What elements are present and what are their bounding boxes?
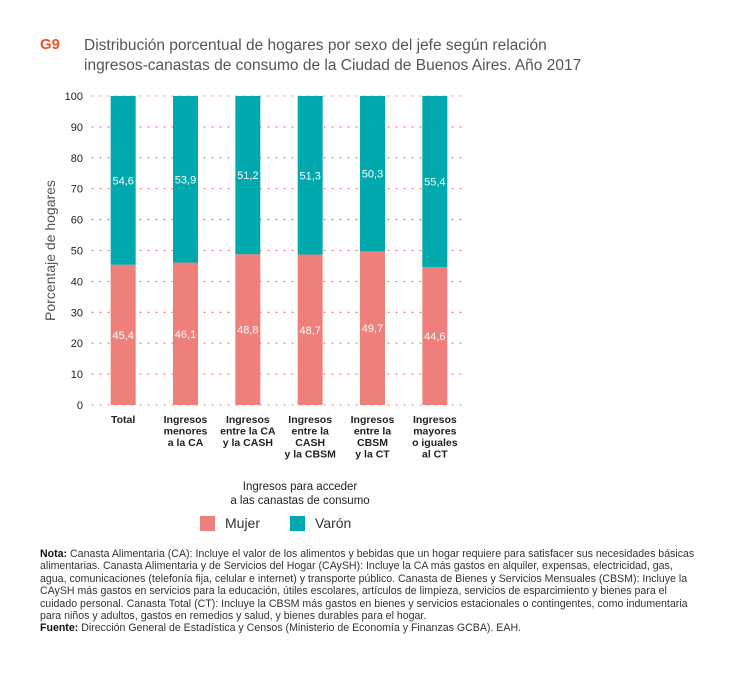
legend: Mujer Varón [200, 512, 351, 534]
bar-segment [360, 96, 385, 252]
bar-segment [235, 254, 261, 405]
x-tick-label: mayores [413, 426, 456, 438]
data-label: 49,7 [362, 323, 383, 335]
x-tick-label: entre la CA [220, 426, 276, 438]
x-tick-label: menores [164, 426, 208, 438]
data-label: 55,4 [424, 177, 445, 189]
data-label: 51,3 [299, 170, 320, 182]
x-tick-label: CBSM [357, 437, 388, 449]
data-label: 51,2 [237, 170, 258, 182]
data-label: 54,6 [112, 175, 133, 187]
legend-item-mujer: Mujer [200, 515, 260, 531]
nota: Nota: Canasta Alimentaria (CA): Incluye … [40, 548, 700, 622]
data-label: 46,1 [175, 329, 196, 341]
fuente-label: Fuente: [40, 622, 79, 635]
x-tick-label: entre la [354, 426, 392, 438]
y-tick-label: 0 [77, 400, 83, 412]
chart-title: Distribución porcentual de hogares por s… [84, 36, 724, 76]
x-axis-title-line-2: a las canastas de consumo [230, 495, 370, 507]
x-tick-label: Total [111, 414, 135, 426]
y-tick-label: 60 [71, 215, 83, 227]
y-tick-label: 80 [71, 153, 83, 165]
x-tick-label: Ingresos [164, 414, 208, 426]
x-tick-label: y la CBSM [284, 449, 336, 461]
x-tick-label: entre la [291, 426, 329, 438]
bar-segment [173, 262, 198, 405]
bar-segment [235, 96, 261, 255]
x-tick-label: y la CT [355, 449, 390, 461]
data-label: 44,6 [424, 331, 445, 343]
nota-label: Nota: [40, 548, 68, 560]
legend-swatch-varon [290, 515, 306, 531]
legend-swatch-mujer [200, 515, 215, 531]
x-tick-label: a la CA [168, 437, 204, 449]
y-tick-label: 100 [65, 91, 83, 103]
y-tick-label: 50 [71, 246, 83, 258]
y-axis-title: Porcentaje de hogares [42, 180, 58, 321]
x-axis-title: Ingresos para acceder a las canastas de … [150, 480, 450, 508]
y-tick-label: 20 [71, 338, 83, 350]
bar-segment [297, 254, 323, 405]
bar-segment [422, 267, 448, 405]
bar-segment [110, 96, 136, 265]
data-label: 45,4 [112, 330, 133, 342]
x-tick-label: Ingresos [351, 414, 395, 426]
bar-segment [173, 96, 198, 263]
x-tick-label: Ingresos [226, 414, 270, 426]
chart-title-line-1: Distribución porcentual de hogares por s… [84, 37, 547, 54]
bar-segment [297, 96, 323, 255]
y-tick-label: 40 [71, 276, 83, 288]
x-tick-label: Ingresos [413, 414, 457, 426]
y-tick-label: 90 [71, 122, 83, 134]
y-tick-label: 70 [71, 184, 83, 196]
chart-title-line-2: ingresos-canastas de consumo de la Ciuda… [84, 57, 582, 74]
nota-text: Canasta Alimentaria (CA): Incluye el val… [40, 548, 695, 623]
x-tick-label: y la CASH [223, 437, 273, 449]
data-label: 50,3 [362, 169, 383, 181]
data-label: 48,7 [299, 325, 320, 337]
legend-label-mujer: Mujer [225, 515, 261, 531]
legend-item-varon: Varón [290, 515, 351, 531]
chart-notes: Nota: Canasta Alimentaria (CA): Incluye … [40, 548, 700, 635]
fuente-text: Dirección General de Estadística y Censo… [81, 622, 522, 635]
stacked-bar-chart: 0 10 20 30 40 50 60 70 80 90 100 Porcentaje de hoga… [42, 91, 467, 461]
data-label: 53,9 [175, 174, 196, 186]
bar-segment [110, 264, 136, 405]
x-tick-label: CASH [295, 437, 325, 449]
y-tick-label: 30 [71, 307, 83, 319]
x-axis-title-line-1: Ingresos para acceder [242, 481, 358, 493]
bar-segment [360, 251, 385, 405]
bar-segment [422, 96, 448, 268]
x-tick-label: o iguales [412, 437, 458, 449]
y-tick-label: 10 [71, 369, 83, 381]
data-label: 48,8 [237, 325, 258, 337]
chart-code: G9 [40, 36, 61, 53]
legend-label-varon: Varón [315, 515, 352, 531]
fuente: Fuente: Dirección General de Estadística… [40, 622, 700, 634]
x-tick-label: al CT [422, 449, 448, 461]
x-tick-label: Ingresos [288, 414, 332, 426]
